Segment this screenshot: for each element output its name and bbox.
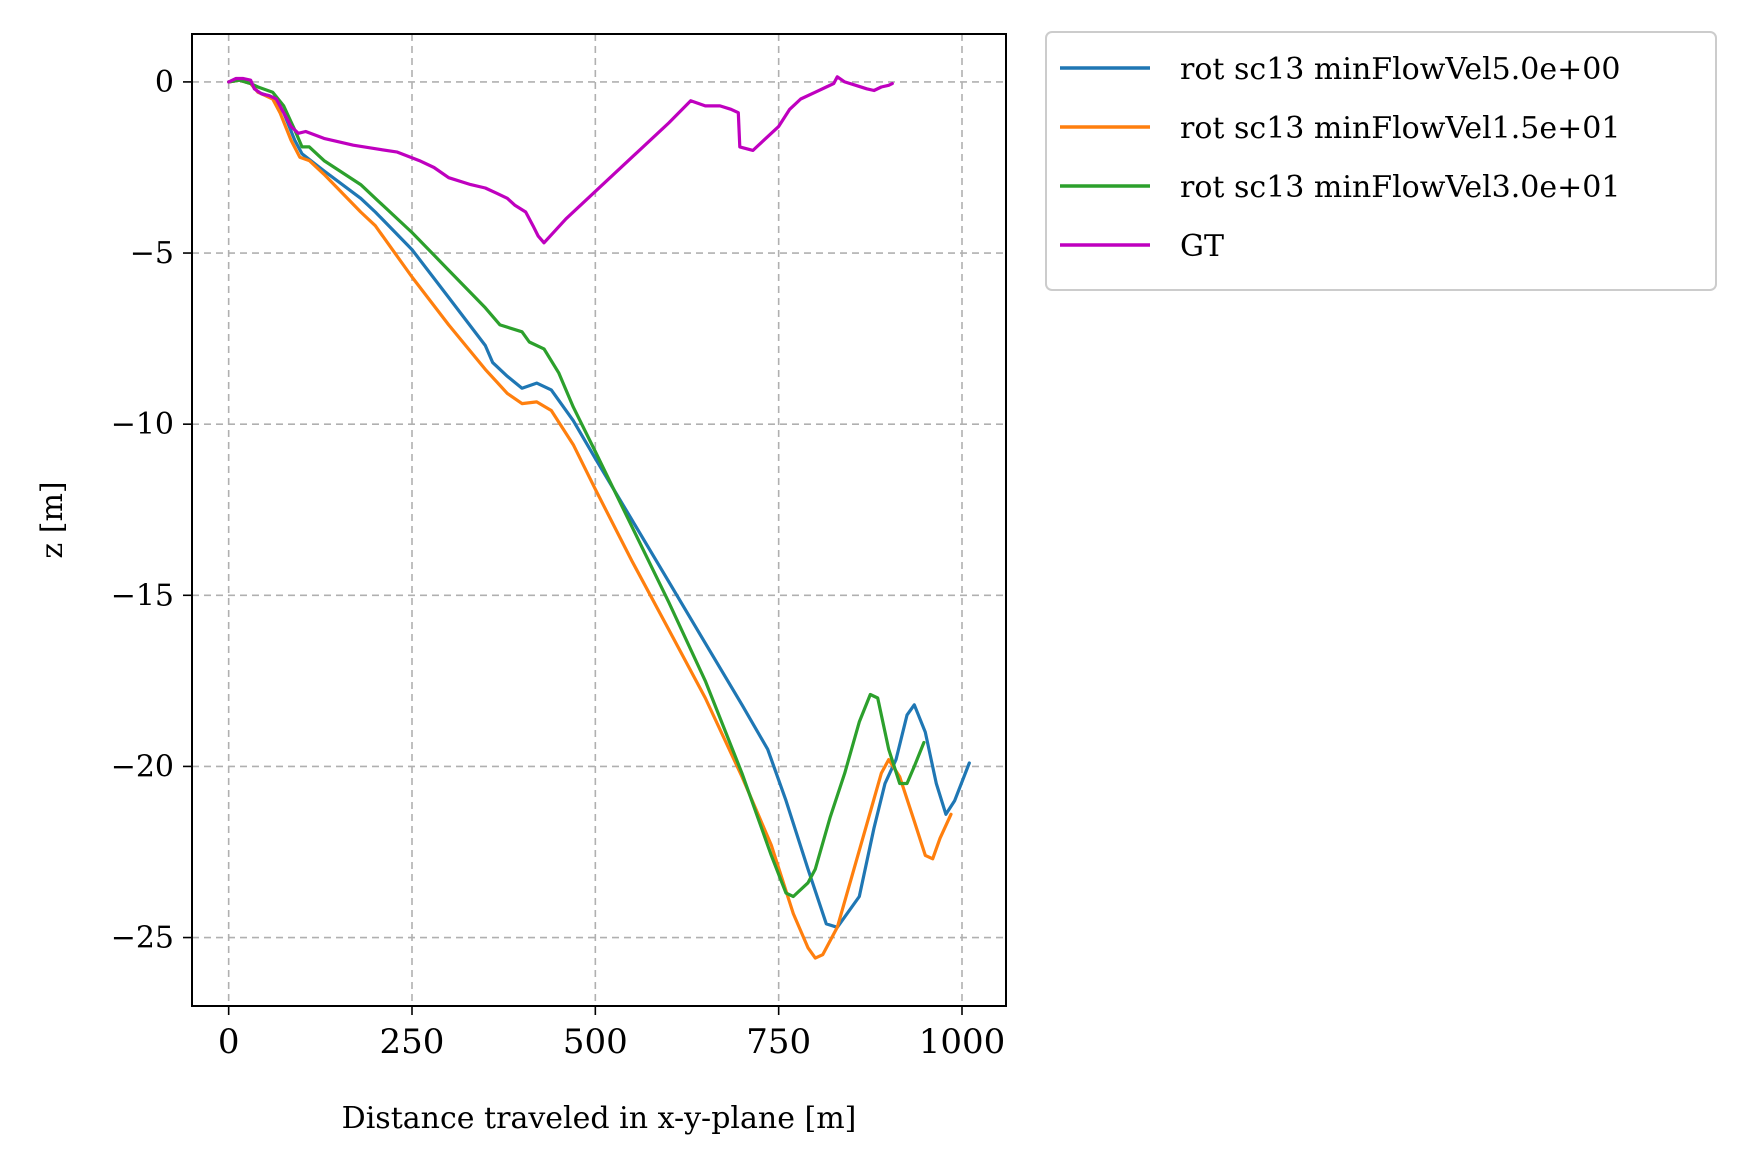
series-line-0 (227, 78, 971, 929)
grid (192, 34, 1006, 1006)
y-tick-label: 0 (155, 65, 174, 100)
legend-label-3: GT (1180, 229, 1224, 264)
x-tick-label: 1000 (919, 1022, 1006, 1062)
y-tick-label: −5 (130, 236, 174, 271)
legend-label-1: rot sc13 minFlowVel1.5e+01 (1180, 111, 1620, 146)
legend-box (1045, 31, 1717, 291)
axis-ticks: 0 250 500 750 1000 0 −5 −10 −15 −20 −25 (111, 65, 1006, 1062)
x-tick-label: 750 (746, 1022, 811, 1062)
legend: rot sc13 minFlowVel5.0e+00 rot sc13 minFl… (1045, 31, 1717, 291)
legend-label-2: rot sc13 minFlowVel3.0e+01 (1180, 170, 1620, 205)
x-tick-label: 0 (218, 1022, 240, 1062)
series-line-2 (227, 78, 926, 899)
y-tick-label: −10 (111, 407, 174, 442)
y-tick-label: −25 (111, 921, 174, 956)
plot-frame (191, 33, 1007, 1007)
x-tick-label: 500 (563, 1022, 628, 1062)
x-tick-label: 250 (380, 1022, 445, 1062)
y-tick-label: −20 (111, 749, 174, 784)
y-tick-label: −15 (111, 578, 174, 613)
series-line-1 (227, 78, 953, 960)
y-axis-label: z [m] (35, 481, 70, 558)
series-line-3 (227, 75, 894, 245)
legend-label-0: rot sc13 minFlowVel5.0e+00 (1180, 52, 1620, 87)
plot-lines (227, 75, 971, 960)
x-axis-label: Distance traveled in x-y-plane [m] (342, 1101, 857, 1136)
